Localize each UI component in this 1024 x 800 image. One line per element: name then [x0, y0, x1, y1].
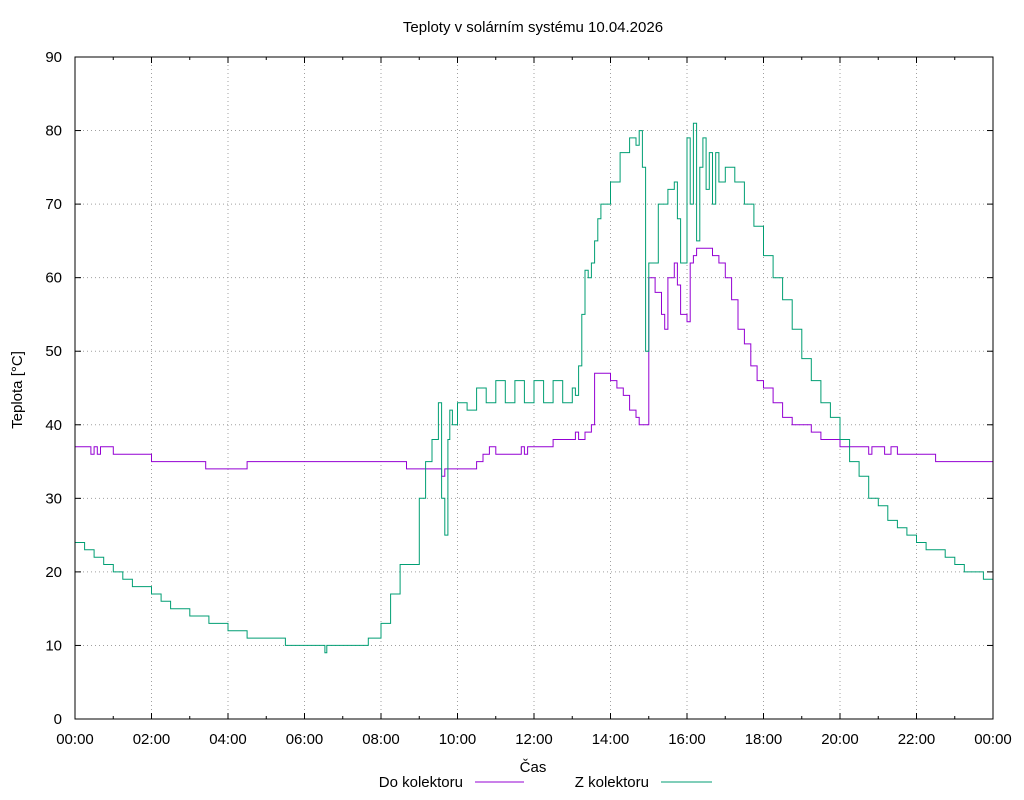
chart-title: Teploty v solárním systému 10.04.2026	[403, 19, 663, 36]
x-tick-label: 16:00	[668, 731, 706, 748]
x-tick-label: 00:00	[56, 731, 94, 748]
y-tick-label: 90	[45, 49, 62, 66]
y-tick-label: 80	[45, 123, 62, 140]
x-tick-label: 02:00	[133, 731, 171, 748]
y-tick-label: 60	[45, 270, 62, 287]
x-tick-label: 00:00	[974, 731, 1012, 748]
x-tick-label: 06:00	[286, 731, 324, 748]
y-tick-label: 0	[54, 711, 62, 728]
y-tick-label: 50	[45, 343, 62, 360]
x-tick-label: 18:00	[745, 731, 783, 748]
series-line-z-kolektoru	[75, 122, 994, 654]
y-tick-label: 70	[45, 196, 62, 213]
y-tick-label: 10	[45, 637, 62, 654]
axis-ticks: 0 10 20 30 40 50 60 70 80 90 00:00 02:00 04:00 06:00 0…	[45, 49, 1011, 748]
y-tick-label: 40	[45, 417, 62, 434]
series-line-do-kolektoru	[75, 247, 993, 477]
legend-label-z-kolektoru: Z kolektoru	[575, 774, 649, 791]
x-tick-label: 10:00	[439, 731, 477, 748]
x-tick-label: 14:00	[592, 731, 630, 748]
y-tick-label: 20	[45, 564, 62, 581]
legend-label-do-kolektoru: Do kolektoru	[379, 774, 463, 791]
x-tick-label: 04:00	[209, 731, 247, 748]
x-axis-label: Čas	[520, 759, 547, 776]
x-tick-label: 08:00	[362, 731, 400, 748]
x-tick-label: 22:00	[898, 731, 936, 748]
legend: Do kolektoru Z kolektoru	[379, 774, 712, 791]
series-layer	[75, 122, 994, 654]
y-axis-label: Teplota [°C]	[9, 351, 26, 429]
x-tick-label: 20:00	[821, 731, 859, 748]
y-tick-label: 30	[45, 490, 62, 507]
x-tick-label: 12:00	[515, 731, 553, 748]
